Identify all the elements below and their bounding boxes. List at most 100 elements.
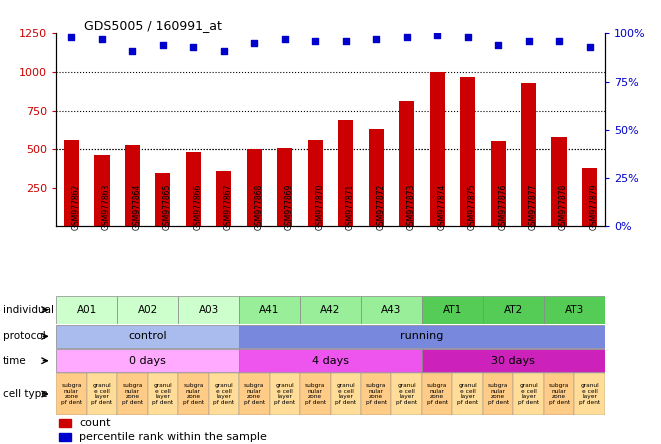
Text: GSM977868: GSM977868	[254, 184, 263, 230]
Text: GSM977866: GSM977866	[194, 183, 202, 230]
Point	[280, 36, 290, 43]
Bar	[490, 141, 506, 226]
Text: GSM977867: GSM977867	[224, 183, 233, 230]
Bar	[209, 373, 239, 415]
Text: GSM977876: GSM977876	[498, 183, 507, 230]
Bar	[422, 296, 483, 324]
Text: GSM977875: GSM977875	[468, 183, 477, 230]
Bar	[361, 373, 391, 415]
Text: 30 days: 30 days	[491, 356, 535, 366]
Point	[249, 40, 260, 47]
Text: granul
e cell
layer
pf dent: granul e cell layer pf dent	[214, 384, 235, 404]
Bar	[59, 433, 71, 441]
Text: A01: A01	[77, 305, 97, 315]
Bar	[239, 296, 300, 324]
Text: AT3: AT3	[564, 305, 584, 315]
Point	[524, 37, 534, 44]
Text: A02: A02	[137, 305, 158, 315]
Bar	[117, 373, 147, 415]
Text: A41: A41	[259, 305, 280, 315]
Text: control: control	[128, 331, 167, 341]
Text: GSM977872: GSM977872	[376, 184, 385, 230]
Bar	[300, 296, 361, 324]
Bar	[300, 373, 330, 415]
Text: GSM977871: GSM977871	[346, 184, 355, 230]
Bar	[422, 349, 605, 373]
Text: granul
e cell
layer
pf dent: granul e cell layer pf dent	[396, 384, 417, 404]
Bar	[330, 373, 361, 415]
Point	[188, 43, 199, 50]
Text: subgra
nular
zone
pf dent: subgra nular zone pf dent	[366, 384, 387, 404]
Text: granul
e cell
layer
pf dent: granul e cell layer pf dent	[152, 384, 173, 404]
Bar	[186, 152, 201, 226]
Text: GSM977865: GSM977865	[163, 183, 172, 230]
Bar	[277, 148, 292, 226]
Point	[340, 37, 351, 44]
Text: subgra
nular
zone
pf dent: subgra nular zone pf dent	[183, 384, 204, 404]
Text: granul
e cell
layer
pf dent: granul e cell layer pf dent	[457, 384, 478, 404]
Bar	[460, 76, 475, 226]
Text: GSM977863: GSM977863	[102, 183, 111, 230]
Text: A43: A43	[381, 305, 402, 315]
Text: individual: individual	[3, 305, 54, 315]
Point	[401, 34, 412, 41]
Text: GSM977864: GSM977864	[132, 183, 141, 230]
Point	[554, 37, 564, 44]
Bar	[239, 349, 422, 373]
Bar	[87, 373, 117, 415]
Bar	[544, 296, 605, 324]
Text: percentile rank within the sample: percentile rank within the sample	[79, 432, 267, 442]
Text: subgra
nular
zone
pf dent: subgra nular zone pf dent	[426, 384, 447, 404]
Bar	[178, 373, 209, 415]
Text: GSM977879: GSM977879	[590, 183, 599, 230]
Text: AT1: AT1	[443, 305, 462, 315]
Bar	[59, 419, 71, 427]
Bar	[155, 173, 171, 226]
Bar	[544, 373, 574, 415]
Text: subgra
nular
zone
pf dent: subgra nular zone pf dent	[244, 384, 265, 404]
Bar	[56, 349, 239, 373]
Point	[493, 41, 504, 48]
Text: GSM977869: GSM977869	[285, 183, 293, 230]
Point	[584, 43, 595, 50]
Text: GSM977877: GSM977877	[529, 183, 537, 230]
Text: GDS5005 / 160991_at: GDS5005 / 160991_at	[83, 19, 221, 32]
Bar	[239, 373, 270, 415]
Text: granul
e cell
layer
pf dent: granul e cell layer pf dent	[518, 384, 539, 404]
Text: GSM977873: GSM977873	[407, 183, 416, 230]
Bar	[514, 373, 544, 415]
Bar	[369, 129, 384, 226]
Text: granul
e cell
layer
pf dent: granul e cell layer pf dent	[91, 384, 112, 404]
Bar	[270, 373, 300, 415]
Text: GSM977862: GSM977862	[71, 184, 81, 230]
Bar	[247, 149, 262, 226]
Bar	[239, 325, 605, 348]
Bar	[307, 140, 323, 226]
Text: 4 days: 4 days	[312, 356, 349, 366]
Text: AT2: AT2	[504, 305, 523, 315]
Text: subgra
nular
zone
pf dent: subgra nular zone pf dent	[305, 384, 326, 404]
Bar	[399, 101, 414, 226]
Bar	[521, 83, 536, 226]
Bar	[391, 373, 422, 415]
Bar	[117, 296, 178, 324]
Bar	[216, 171, 231, 226]
Text: protocol: protocol	[3, 331, 46, 341]
Text: granul
e cell
layer
pf dent: granul e cell layer pf dent	[579, 384, 600, 404]
Point	[463, 34, 473, 41]
Text: subgra
nular
zone
pf dent: subgra nular zone pf dent	[488, 384, 509, 404]
Bar	[56, 325, 239, 348]
Text: subgra
nular
zone
pf dent: subgra nular zone pf dent	[122, 384, 143, 404]
Point	[97, 36, 107, 43]
Bar	[361, 296, 422, 324]
Bar	[452, 373, 483, 415]
Text: A42: A42	[321, 305, 340, 315]
Bar	[483, 296, 544, 324]
Text: 0 days: 0 days	[129, 356, 166, 366]
Text: A03: A03	[198, 305, 219, 315]
Bar	[483, 373, 514, 415]
Bar	[64, 140, 79, 226]
Point	[127, 47, 137, 54]
Bar	[147, 373, 178, 415]
Point	[371, 36, 381, 43]
